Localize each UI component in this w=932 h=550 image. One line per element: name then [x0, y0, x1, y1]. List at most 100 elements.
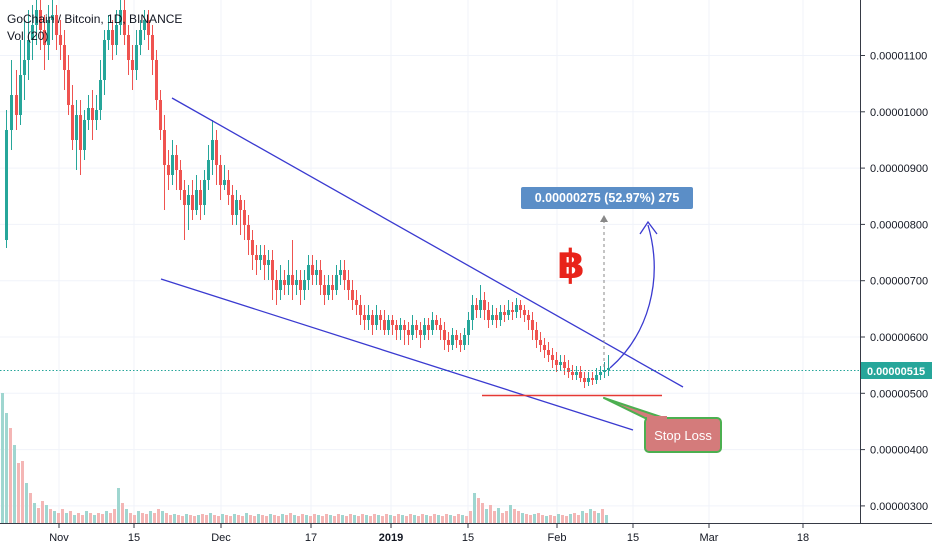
candle-body — [75, 115, 78, 140]
volume-bar — [241, 516, 244, 523]
stop-loss-callout[interactable] — [603, 397, 665, 419]
price-axis[interactable]: 0.00001100 0.00001000 0.00000900 0.00000800… — [860, 51, 928, 513]
volume-bar — [489, 505, 492, 523]
candle-body — [343, 270, 346, 280]
volume-bar — [293, 515, 296, 523]
candle-body — [39, 10, 42, 30]
candle-body — [203, 180, 206, 205]
volume-bar — [21, 461, 24, 523]
price-tick-label: 0.00000800 — [870, 219, 928, 231]
candle-body — [463, 335, 466, 345]
volume-bar — [61, 509, 64, 523]
candle-body — [347, 280, 350, 290]
candle-body — [311, 265, 314, 275]
projection-arrow[interactable] — [609, 224, 655, 369]
volume-bar — [253, 516, 256, 523]
candle-body — [439, 325, 442, 330]
stop-loss-box[interactable] — [644, 417, 722, 453]
time-tick-label: 15 — [627, 532, 639, 544]
candle-body — [523, 310, 526, 315]
measure-box[interactable] — [521, 187, 693, 209]
candle-body — [139, 30, 142, 45]
time-axis[interactable]: Nov 15 Dec 17 2019 15 Feb 15 Mar 18 — [49, 524, 809, 544]
volume-bar — [309, 516, 312, 523]
candle-body — [507, 310, 510, 315]
candle-body — [95, 110, 98, 120]
candle-body — [555, 360, 558, 365]
volume-bar — [237, 515, 240, 523]
volume-bar — [433, 514, 436, 523]
upper-trendline[interactable] — [171, 97, 684, 388]
candle-body — [563, 362, 566, 368]
volume-bar — [361, 514, 364, 523]
symbol-title: GoChain / Bitcoin, 1D, BINANCE — [7, 12, 182, 26]
volume-bar — [605, 515, 608, 523]
candle-body — [355, 300, 358, 305]
time-tick-label: Nov — [49, 532, 69, 544]
current-price-tag — [861, 362, 932, 379]
bitcoin-icon: ฿ — [557, 242, 585, 288]
volume-bar — [313, 514, 316, 523]
candle-body — [483, 300, 486, 310]
candle-body — [219, 165, 222, 185]
candle-body — [99, 80, 102, 110]
volume-bar — [445, 514, 448, 523]
measure-arrow-head — [600, 215, 608, 222]
candle-body — [307, 265, 310, 280]
volume-bar — [161, 511, 164, 523]
volume-bar — [13, 445, 16, 523]
candle-body — [571, 372, 574, 375]
candle-body — [391, 320, 394, 325]
volume-bar — [1, 393, 4, 523]
volume-bar — [73, 515, 76, 523]
volume-bar — [417, 516, 420, 523]
candle-body — [587, 378, 590, 382]
candle-body — [79, 115, 82, 150]
candle-body — [287, 275, 290, 285]
candle-body — [359, 305, 362, 315]
candle-body — [295, 280, 298, 285]
lower-trendline[interactable] — [160, 278, 634, 431]
volume-bar — [117, 488, 120, 523]
candle-body — [199, 190, 202, 205]
candle-body — [163, 130, 166, 165]
volume-bar — [441, 516, 444, 523]
volume-bar — [185, 514, 188, 523]
candle-body — [519, 305, 522, 310]
candle-body — [491, 315, 494, 320]
volume-bar — [145, 514, 148, 523]
candle-body — [91, 108, 94, 120]
candle-body — [175, 155, 178, 170]
volume-bar — [533, 514, 536, 523]
candle-body — [83, 120, 86, 150]
candle-body — [5, 130, 8, 240]
price-tick-label: 0.00000300 — [870, 501, 928, 513]
price-tick-label: 0.00000500 — [870, 388, 928, 400]
volume-bar — [133, 515, 136, 523]
volume-bar — [181, 516, 184, 523]
volume-bar — [517, 511, 520, 523]
candle-body — [511, 310, 514, 312]
volume-bar — [165, 513, 168, 523]
candle-body — [107, 30, 110, 40]
volume-bar — [45, 505, 48, 523]
candle-body — [427, 325, 430, 330]
volume-bar — [89, 513, 92, 523]
candle-body — [87, 108, 90, 120]
candle-body — [531, 320, 534, 330]
volume-bar — [5, 413, 8, 523]
candle-body — [551, 355, 554, 360]
volume-bar — [85, 511, 88, 523]
volume-bar — [57, 513, 60, 523]
candle-body — [435, 320, 438, 325]
candle-body — [55, 15, 58, 35]
volume-bar — [405, 516, 408, 523]
candle-body — [595, 375, 598, 380]
candle-body — [415, 325, 418, 330]
candle-body — [339, 270, 342, 275]
volume-bar — [321, 516, 324, 523]
volume-bar — [281, 514, 284, 523]
volume-bar — [573, 513, 576, 523]
candle-body — [255, 255, 258, 260]
